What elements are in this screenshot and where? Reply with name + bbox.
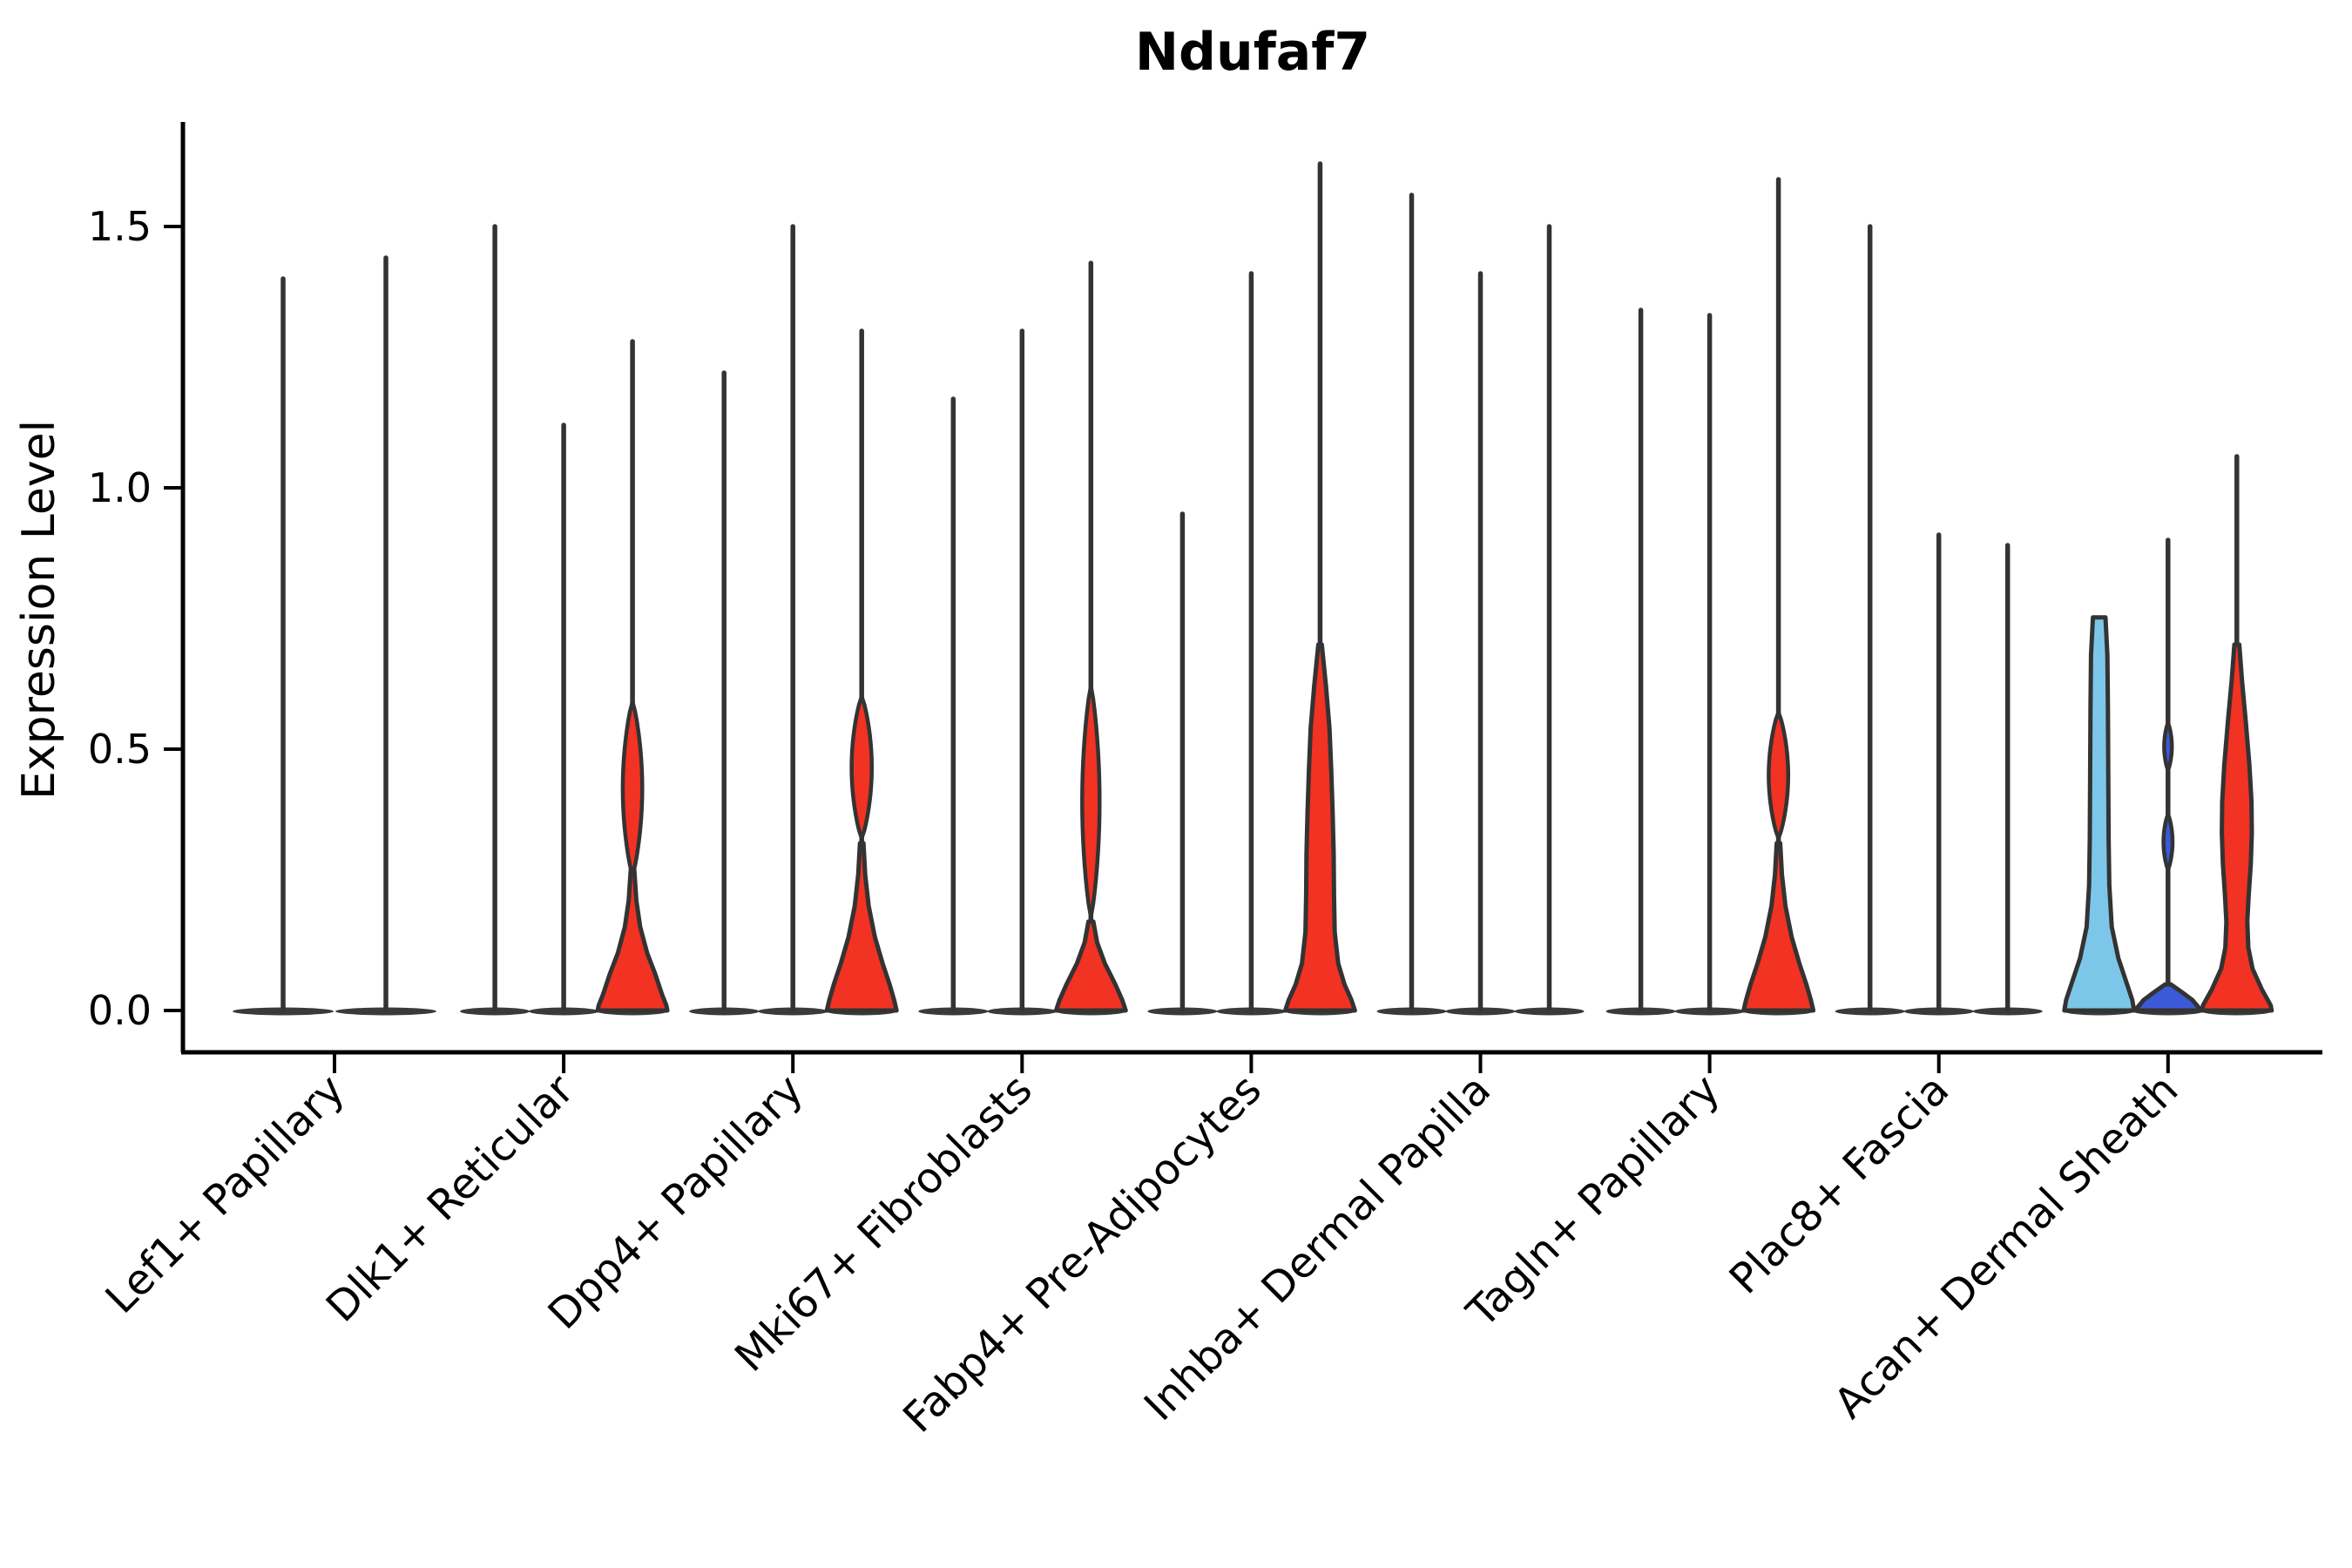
x-tick-label: Lef1+ Papillary — [97, 1065, 355, 1323]
x-tick-label: Plac8+ Fascia — [1720, 1065, 1959, 1304]
violin-zero-lens — [1903, 1007, 1974, 1016]
violin-spindle-g2v3 — [620, 700, 645, 877]
x-tick-label: Dlk1+ Reticular — [317, 1065, 584, 1332]
y-axis-label: Expression Level — [13, 420, 65, 800]
violin-zero-lens — [1514, 1007, 1585, 1016]
violin-zero-lens — [1605, 1007, 1676, 1016]
violin-spindle-g9v2 — [2162, 720, 2174, 773]
violin-body-g2v3 — [595, 867, 670, 1013]
x-tick-label: Dpp4+ Papillary — [539, 1065, 813, 1339]
violin-zero-lens — [758, 1007, 828, 1016]
y-tick-label: 0.5 — [88, 726, 152, 773]
violin-body-g7v3 — [1741, 841, 1816, 1013]
violin-zero-lens — [689, 1007, 760, 1016]
y-tick-label: 1.5 — [88, 203, 152, 250]
violin-zero-lens — [1147, 1007, 1218, 1016]
violin-zero-lens — [1835, 1007, 1905, 1016]
chart-title: Ndufaf7 — [1135, 22, 1370, 83]
violin-spindle-g9v2 — [2161, 812, 2175, 872]
violin-body-g9v2 — [2132, 982, 2204, 1013]
y-tick-label: 0.0 — [88, 987, 152, 1034]
violin-zero-lens — [918, 1007, 989, 1016]
violin-zero-lens — [460, 1007, 531, 1016]
violin-body-g5v3 — [1282, 642, 1357, 1013]
violin-body-g9v1 — [2062, 615, 2137, 1013]
violin-zero-lens — [529, 1007, 599, 1016]
violin-zero-lens — [987, 1007, 1058, 1016]
violin-zero-lens — [1972, 1007, 2043, 1016]
violin-body-g4v3 — [1053, 919, 1128, 1013]
x-tick-label: Tagln+ Papillary — [1457, 1065, 1729, 1337]
violin-zero-lens — [335, 1007, 436, 1016]
y-tick-label: 1.0 — [88, 464, 152, 511]
violin-zero-lens — [1216, 1007, 1287, 1016]
violin-spindle-g7v3 — [1767, 710, 1791, 841]
violin-zero-lens — [233, 1007, 334, 1016]
violin-body-g9v3 — [2200, 642, 2274, 1013]
violin-zero-lens — [1445, 1007, 1516, 1016]
violin-zero-lens — [1674, 1007, 1745, 1016]
violin-body-g3v3 — [824, 841, 899, 1013]
violin-zero-lens — [1376, 1007, 1447, 1016]
violin-spindle-g3v3 — [849, 694, 875, 841]
violin-spindle-g4v3 — [1080, 684, 1102, 919]
